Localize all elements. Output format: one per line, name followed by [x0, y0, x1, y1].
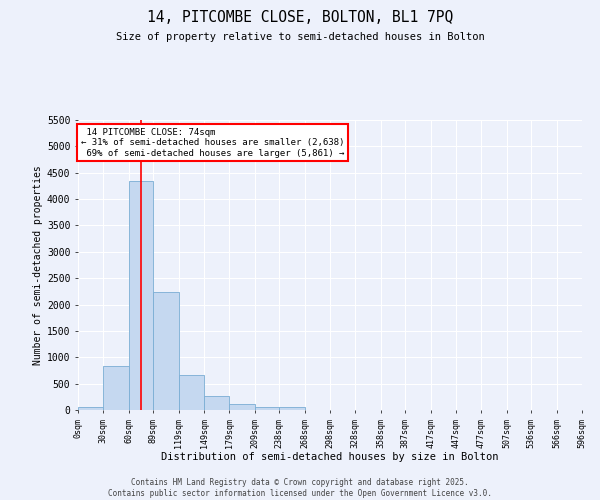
Bar	[204, 396, 229, 410]
Text: Contains HM Land Registry data © Crown copyright and database right 2025.
Contai: Contains HM Land Registry data © Crown c…	[108, 478, 492, 498]
Text: Size of property relative to semi-detached houses in Bolton: Size of property relative to semi-detach…	[116, 32, 484, 42]
Bar	[129, 181, 153, 410]
Text: 14, PITCOMBE CLOSE, BOLTON, BL1 7PQ: 14, PITCOMBE CLOSE, BOLTON, BL1 7PQ	[147, 10, 453, 25]
Text: 14 PITCOMBE CLOSE: 74sqm
← 31% of semi-detached houses are smaller (2,638)
 69% : 14 PITCOMBE CLOSE: 74sqm ← 31% of semi-d…	[80, 128, 344, 158]
Bar	[279, 408, 305, 410]
Bar	[229, 404, 255, 410]
X-axis label: Distribution of semi-detached houses by size in Bolton: Distribution of semi-detached houses by …	[161, 452, 499, 462]
Bar	[255, 407, 279, 410]
Y-axis label: Number of semi-detached properties: Number of semi-detached properties	[32, 165, 43, 365]
Bar	[103, 366, 129, 410]
Bar	[179, 374, 204, 410]
Bar	[78, 408, 103, 410]
Bar	[153, 292, 179, 410]
